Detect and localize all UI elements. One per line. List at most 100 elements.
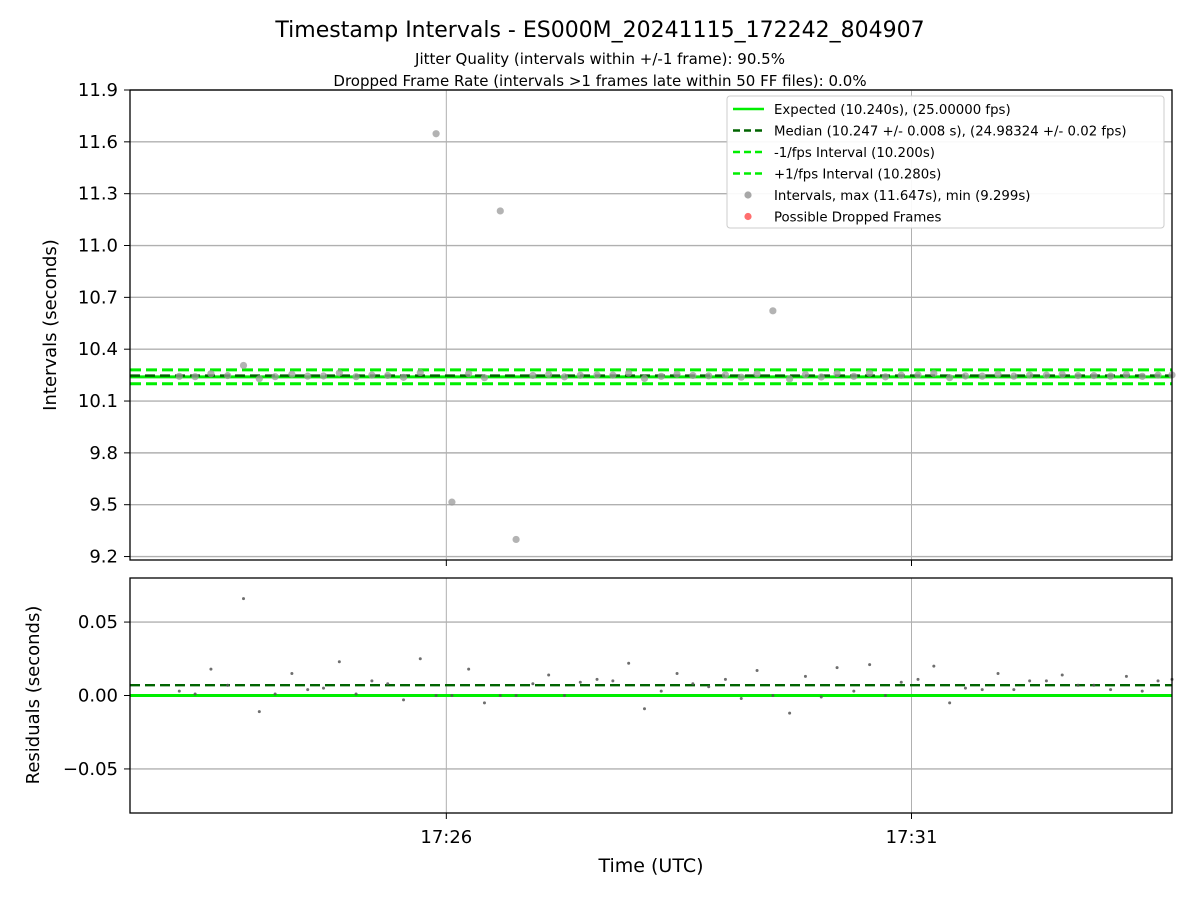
interval-point	[304, 372, 312, 380]
interval-point	[657, 372, 665, 380]
bottom-y-axis-label: Residuals (seconds)	[23, 606, 44, 785]
interval-point	[866, 369, 874, 377]
residual-point	[418, 657, 422, 661]
interval-point	[1010, 372, 1018, 380]
interval-point	[1122, 370, 1131, 379]
interval-y-tick-label: 9.5	[89, 495, 118, 516]
legend: Expected (10.240s), (25.00000 fps) Median…	[726, 95, 1165, 229]
chart-subtitle-jitter: Jitter Quality (intervals within +/-1 fr…	[414, 50, 785, 68]
interval-point	[705, 372, 713, 380]
top-y-axis-label: Intervals (seconds)	[40, 239, 61, 411]
residual-point	[852, 689, 856, 693]
residual-point	[273, 692, 277, 696]
residual-point	[627, 661, 631, 665]
interval-point	[994, 370, 1002, 378]
residual-point	[788, 711, 792, 715]
residual-point	[226, 683, 230, 687]
interval-point	[399, 373, 408, 381]
interval-y-tick-label: 11.9	[78, 80, 118, 101]
interval-point	[961, 372, 970, 380]
residual-point	[771, 694, 775, 697]
interval-point	[881, 373, 890, 381]
interval-point	[1074, 372, 1082, 380]
residual-point	[948, 701, 952, 705]
interval-point	[1154, 371, 1162, 379]
residual-point	[980, 688, 984, 692]
interval-point	[721, 371, 730, 379]
interval-point	[207, 370, 215, 378]
legend-minus-fps-label: -1/fps Interval (10.200s)	[774, 146, 935, 161]
interval-point	[786, 375, 794, 383]
residual-point	[996, 671, 1000, 675]
residual-point	[1028, 679, 1032, 683]
residual-point	[498, 694, 502, 697]
residual-point	[1109, 688, 1113, 692]
interval-point	[368, 371, 376, 379]
interval-y-tick-label: 9.2	[89, 547, 118, 568]
residual-point	[963, 686, 967, 690]
residual-point	[354, 692, 358, 696]
interval-y-tick-label: 11.3	[78, 184, 118, 205]
interval-point	[737, 373, 745, 381]
interval-point	[1138, 372, 1146, 380]
interval-point	[512, 535, 520, 544]
residual-point	[434, 694, 438, 697]
interval-point	[224, 372, 232, 380]
interval-point	[1090, 372, 1098, 380]
interval-point	[1058, 370, 1066, 379]
residual-point	[691, 682, 695, 686]
interval-point	[255, 375, 263, 383]
legend-plus-fps-label: +1/fps Interval (10.280s)	[774, 168, 941, 183]
interval-point	[496, 207, 504, 215]
residual-point	[1076, 683, 1080, 687]
residual-point	[1092, 683, 1096, 687]
residual-y-tick-label: 0.00	[78, 686, 118, 707]
interval-point	[897, 371, 905, 379]
residual-point	[883, 694, 887, 697]
residual-point	[659, 689, 663, 693]
interval-y-tick-label: 11.6	[78, 132, 118, 153]
residual-point	[803, 674, 807, 678]
interval-point	[465, 370, 473, 378]
residual-point	[1060, 673, 1064, 677]
residual-point	[578, 680, 582, 684]
legend-box	[726, 95, 1165, 229]
residual-point	[257, 710, 261, 714]
residual-point	[899, 680, 903, 684]
residual-point	[193, 692, 197, 696]
residual-point	[932, 664, 936, 668]
residual-point	[177, 689, 181, 693]
interval-point	[850, 372, 858, 380]
interval-point	[640, 374, 649, 382]
residual-point	[642, 707, 646, 711]
residual-point	[1140, 689, 1144, 693]
residual-point	[1124, 674, 1128, 678]
interval-point	[689, 371, 697, 380]
interval-y-tick-label: 10.1	[78, 391, 118, 412]
residual-point	[242, 597, 246, 601]
interval-point	[593, 371, 601, 379]
residual-point	[755, 669, 759, 673]
residual-x-tick-label: 17:26	[420, 827, 472, 848]
interval-point	[529, 371, 537, 380]
interval-point	[271, 373, 279, 381]
residual-point	[1156, 679, 1160, 683]
interval-point	[930, 369, 938, 377]
interval-point	[801, 370, 810, 379]
interval-y-tick-label: 9.8	[89, 443, 118, 464]
residual-point	[531, 682, 535, 686]
residual-point	[547, 673, 551, 677]
legend-intervals-swatch	[744, 191, 752, 199]
interval-axes-frame	[129, 89, 1173, 561]
interval-point	[448, 498, 456, 506]
interval-point	[1026, 371, 1034, 379]
interval-point	[1106, 372, 1115, 380]
interval-point	[946, 374, 954, 382]
residual-point	[290, 671, 294, 675]
interval-point	[625, 369, 633, 377]
residual-point	[337, 660, 341, 664]
interval-point	[335, 369, 343, 377]
x-axis-label: Time (UTC)	[597, 855, 703, 877]
interval-point	[1042, 371, 1051, 379]
